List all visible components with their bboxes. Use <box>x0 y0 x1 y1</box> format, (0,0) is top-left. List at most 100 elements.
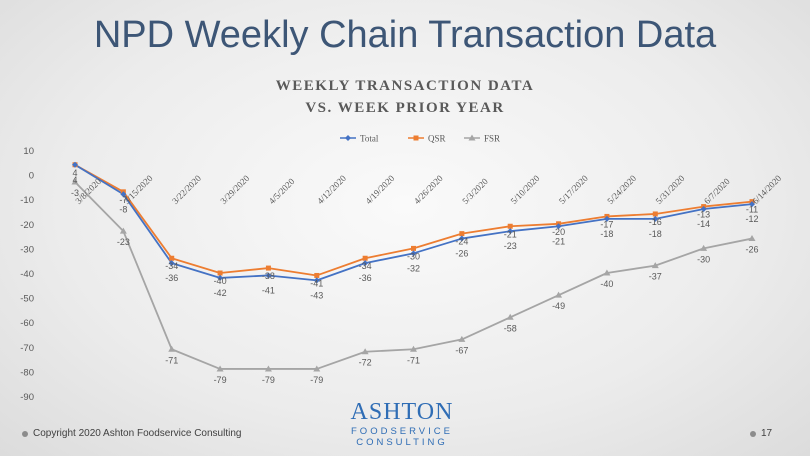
data-label-fsr: -79 <box>214 375 227 385</box>
data-point-qsr <box>652 211 658 217</box>
data-point-total <box>265 272 272 279</box>
data-label-total: -14 <box>697 219 710 229</box>
ashton-logo: ASHTON FOODSERVICE CONSULTING <box>338 398 466 454</box>
x-category-label: 6/14/2020 <box>750 173 783 206</box>
data-point-fsr <box>555 291 563 298</box>
data-point-total <box>410 250 417 257</box>
chart-subtitle: VS. WEEK PRIOR YEAR <box>305 100 505 116</box>
data-point-total <box>72 161 78 168</box>
bullet-icon <box>750 430 756 437</box>
data-point-total <box>313 277 320 284</box>
data-label-fsr: -67 <box>455 345 468 355</box>
data-label-total: -18 <box>649 229 662 239</box>
x-category-label: 5/17/2020 <box>557 173 590 206</box>
data-label-fsr: -79 <box>262 375 275 385</box>
data-label-fsr: -72 <box>359 358 372 368</box>
data-point-fsr <box>361 348 369 355</box>
data-label-total: -36 <box>165 273 178 283</box>
y-tick-label: -40 <box>20 269 34 280</box>
data-point-total <box>362 260 369 267</box>
data-label-qsr: -16 <box>649 217 662 227</box>
data-point-fsr <box>216 365 224 372</box>
data-label-qsr: -11 <box>746 205 758 215</box>
data-label-total: -21 <box>552 236 565 246</box>
y-tick-label: -50 <box>20 294 34 305</box>
data-label-qsr: -30 <box>407 251 420 261</box>
data-label-fsr: -79 <box>310 375 323 385</box>
legend-label: QSR <box>428 134 446 144</box>
x-category-label: 3/22/2020 <box>170 173 203 206</box>
data-label-qsr: -34 <box>359 261 372 271</box>
data-label-qsr: -41 <box>310 278 323 288</box>
legend-marker <box>413 135 419 141</box>
x-category-label: 6/7/2020 <box>702 176 732 206</box>
data-point-fsr <box>410 345 417 352</box>
chart-title: WEEKLY TRANSACTION DATA <box>275 78 535 94</box>
data-label-fsr: -23 <box>117 237 130 247</box>
data-point-qsr <box>459 231 465 237</box>
data-label-fsr: -49 <box>552 301 565 311</box>
data-label-qsr: -21 <box>504 229 517 239</box>
data-label-fsr: -37 <box>649 272 662 282</box>
data-point-fsr <box>506 313 514 320</box>
y-tick-label: -80 <box>20 367 34 378</box>
legend-marker <box>345 135 351 141</box>
data-point-qsr <box>217 270 223 276</box>
footer: Copyright 2020 Ashton Foodservice Consul… <box>22 428 241 439</box>
page-number: 17 <box>750 428 772 439</box>
data-point-fsr <box>603 269 611 276</box>
logo-line-foodservice: FOODSERVICE <box>351 426 453 437</box>
legend-label: FSR <box>484 134 500 144</box>
data-label-qsr: 4 <box>72 168 77 178</box>
x-category-label: 5/3/2020 <box>460 176 490 206</box>
data-label-qsr: -13 <box>697 210 710 220</box>
y-tick-label: -90 <box>20 392 34 403</box>
data-label-total: -43 <box>310 290 323 300</box>
data-label-total: -23 <box>504 241 517 251</box>
y-tick-label: -10 <box>20 195 34 206</box>
legend-marker <box>468 134 476 141</box>
x-category-label: 4/5/2020 <box>267 176 297 206</box>
data-label-total: -42 <box>214 288 227 298</box>
data-point-fsr <box>71 178 79 185</box>
data-label-total: -36 <box>359 273 372 283</box>
data-label-fsr: -71 <box>407 355 420 365</box>
y-tick-label: 10 <box>23 146 34 157</box>
data-label-qsr: -7 <box>119 195 127 205</box>
data-point-total <box>458 235 465 242</box>
y-tick-label: 0 <box>29 171 34 182</box>
data-point-qsr <box>411 245 416 251</box>
data-label-total: -26 <box>455 249 468 259</box>
data-point-qsr <box>314 272 320 278</box>
data-point-qsr <box>169 255 175 261</box>
x-category-label: 5/24/2020 <box>605 173 638 206</box>
data-point-fsr <box>748 235 756 242</box>
data-label-fsr: -30 <box>697 254 710 264</box>
x-category-label: 5/10/2020 <box>509 173 542 206</box>
data-point-fsr <box>700 244 708 251</box>
data-label-qsr: -38 <box>262 271 275 281</box>
data-point-fsr <box>313 365 321 372</box>
data-label-total: -8 <box>119 204 127 214</box>
legend-label: Total <box>360 134 379 144</box>
data-label-fsr: -40 <box>600 279 613 289</box>
data-point-qsr <box>265 265 271 271</box>
x-category-label: 3/15/2020 <box>122 173 155 206</box>
page-number-text: 17 <box>761 428 773 439</box>
data-point-total <box>652 215 659 222</box>
data-label-fsr: -58 <box>504 323 517 333</box>
data-point-total <box>603 215 610 222</box>
data-point-qsr <box>507 223 513 229</box>
copyright-text: Copyright 2020 Ashton Foodservice Consul… <box>33 428 242 439</box>
data-label-fsr: -3 <box>71 188 79 198</box>
logo-main-text: ASHTON <box>350 399 454 425</box>
data-point-total <box>700 206 707 213</box>
data-label-total: -32 <box>407 263 420 273</box>
data-label-qsr: -40 <box>214 276 227 286</box>
data-label-total: -12 <box>745 214 758 224</box>
x-category-label: 4/12/2020 <box>315 173 348 206</box>
bullet-icon <box>22 430 28 437</box>
data-label-total: -41 <box>262 285 275 295</box>
data-label-total: -18 <box>600 229 613 239</box>
